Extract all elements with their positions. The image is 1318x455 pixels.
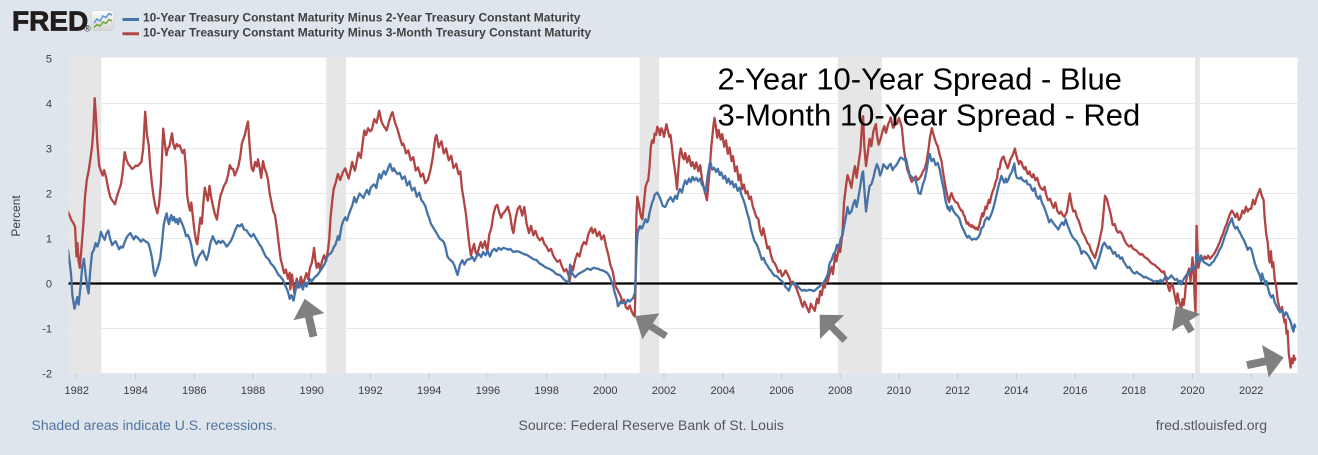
svg-text:-1: -1	[42, 324, 52, 336]
svg-text:2010: 2010	[887, 385, 911, 397]
svg-text:1998: 1998	[534, 385, 558, 397]
svg-text:3: 3	[46, 144, 52, 156]
svg-text:1: 1	[46, 234, 52, 246]
svg-text:1988: 1988	[241, 385, 265, 397]
svg-text:10-Year Treasury Constant Matu: 10-Year Treasury Constant Maturity Minus…	[143, 10, 581, 24]
svg-text:2012: 2012	[945, 385, 969, 397]
svg-text:2: 2	[46, 189, 52, 201]
svg-text:5: 5	[46, 54, 52, 66]
svg-text:2006: 2006	[769, 385, 793, 397]
svg-text:Shaded areas indicate U.S. rec: Shaded areas indicate U.S. recessions.	[32, 417, 277, 433]
svg-text:10-Year Treasury Constant Matu: 10-Year Treasury Constant Maturity Minus…	[143, 25, 591, 39]
svg-text:2-Year 10-Year Spread - Blue: 2-Year 10-Year Spread - Blue	[718, 62, 1122, 97]
svg-text:2016: 2016	[1063, 385, 1087, 397]
svg-text:0: 0	[46, 279, 52, 291]
svg-text:2020: 2020	[1180, 385, 1204, 397]
svg-text:2002: 2002	[652, 385, 676, 397]
svg-text:1984: 1984	[123, 385, 147, 397]
svg-text:2014: 2014	[1004, 385, 1028, 397]
svg-text:2000: 2000	[593, 385, 617, 397]
svg-text:FRED: FRED	[12, 6, 88, 37]
svg-text:2008: 2008	[828, 385, 852, 397]
svg-text:4: 4	[46, 99, 52, 111]
svg-text:fred.stlouisfed.org: fred.stlouisfed.org	[1156, 417, 1267, 433]
svg-text:1992: 1992	[358, 385, 382, 397]
svg-text:Percent: Percent	[9, 195, 23, 237]
svg-text:2004: 2004	[711, 385, 735, 397]
svg-text:®: ®	[84, 24, 91, 34]
svg-text:1986: 1986	[182, 385, 206, 397]
svg-text:1994: 1994	[417, 385, 441, 397]
svg-text:1996: 1996	[476, 385, 500, 397]
svg-text:1990: 1990	[299, 385, 323, 397]
svg-text:3-Month 10-Year Spread - Red: 3-Month 10-Year Spread - Red	[718, 98, 1141, 133]
svg-text:-2: -2	[42, 369, 52, 381]
svg-text:2018: 2018	[1122, 385, 1146, 397]
svg-text:2022: 2022	[1239, 385, 1263, 397]
svg-text:Source: Federal Reserve Bank o: Source: Federal Reserve Bank of St. Loui…	[519, 417, 784, 433]
svg-text:1982: 1982	[65, 385, 89, 397]
